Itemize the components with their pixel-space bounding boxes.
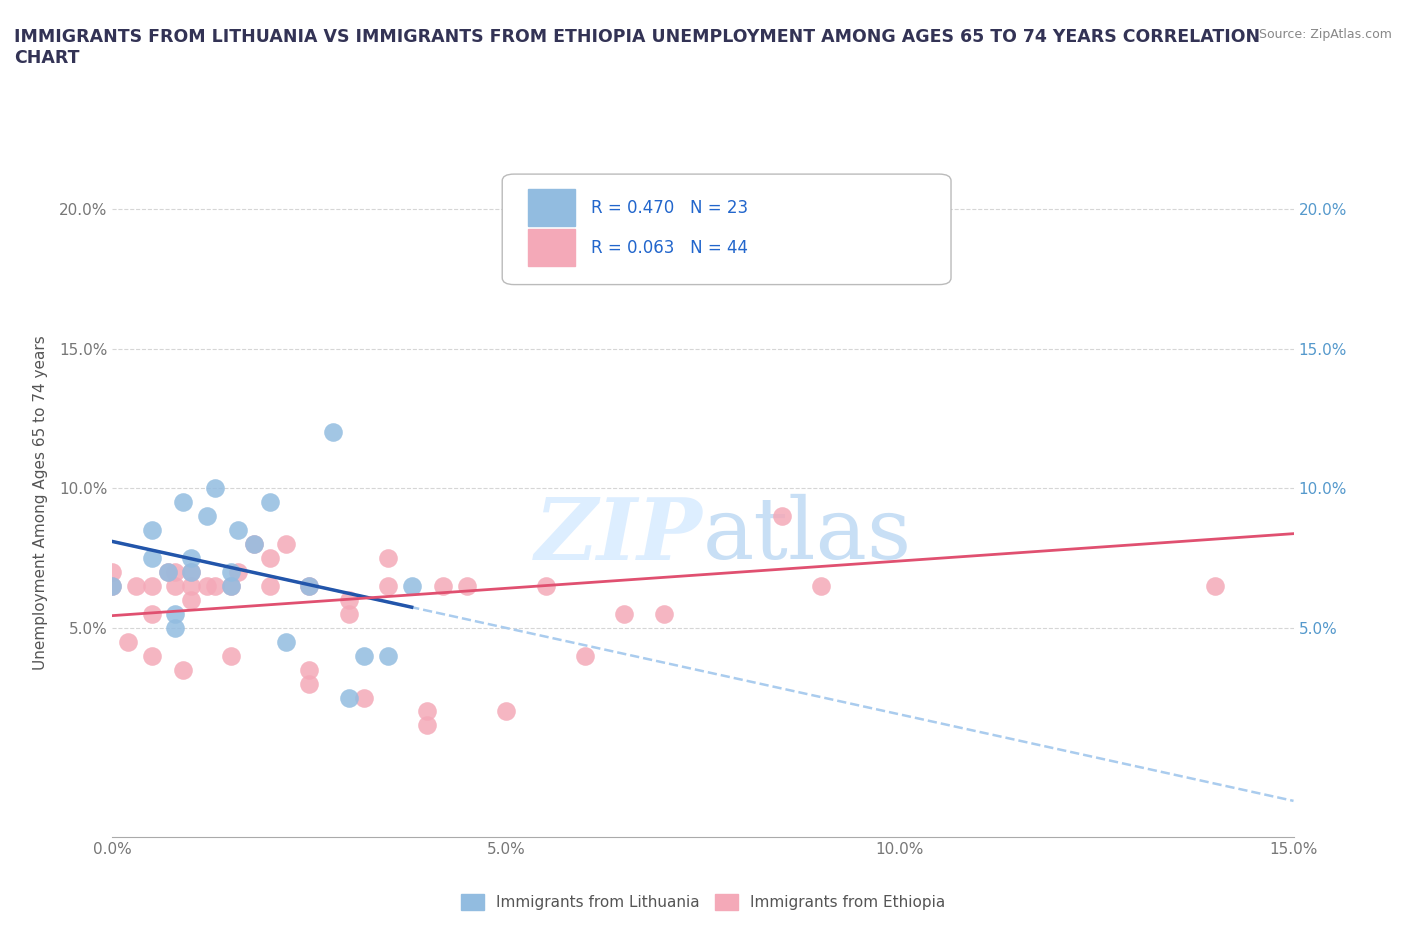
Point — [156, 565, 179, 579]
Point — [156, 565, 179, 579]
Bar — [529, 189, 575, 226]
Point — [337, 690, 360, 705]
Point — [219, 648, 242, 663]
Point — [180, 565, 202, 579]
Point — [219, 578, 242, 593]
Point — [165, 606, 187, 621]
Text: IMMIGRANTS FROM LITHUANIA VS IMMIGRANTS FROM ETHIOPIA UNEMPLOYMENT AMONG AGES 65: IMMIGRANTS FROM LITHUANIA VS IMMIGRANTS … — [14, 28, 1260, 67]
Text: ZIP: ZIP — [536, 494, 703, 578]
Point — [165, 578, 187, 593]
Text: atlas: atlas — [703, 494, 912, 578]
Point — [195, 509, 218, 524]
Point — [337, 606, 360, 621]
Point — [101, 578, 124, 593]
Point — [141, 606, 163, 621]
Point — [495, 704, 517, 719]
Point — [259, 495, 281, 510]
Point — [165, 620, 187, 635]
Point — [101, 565, 124, 579]
Point — [101, 578, 124, 593]
Point — [274, 634, 297, 649]
Legend: Immigrants from Lithuania, Immigrants from Ethiopia: Immigrants from Lithuania, Immigrants fr… — [454, 888, 952, 916]
Point — [195, 578, 218, 593]
Point — [243, 537, 266, 551]
Point — [534, 578, 557, 593]
Point — [274, 537, 297, 551]
Point — [298, 676, 321, 691]
Point — [172, 662, 194, 677]
Point — [204, 481, 226, 496]
Point — [574, 648, 596, 663]
Point — [416, 718, 439, 733]
Point — [353, 648, 375, 663]
Point — [219, 578, 242, 593]
Point — [652, 606, 675, 621]
Point — [180, 551, 202, 565]
Point — [298, 662, 321, 677]
Point — [416, 704, 439, 719]
Point — [172, 495, 194, 510]
Point — [141, 523, 163, 538]
Point — [243, 537, 266, 551]
Point — [219, 565, 242, 579]
Point — [810, 578, 832, 593]
Point — [259, 578, 281, 593]
Text: R = 0.063   N = 44: R = 0.063 N = 44 — [591, 239, 748, 257]
Point — [228, 565, 250, 579]
Point — [141, 578, 163, 593]
Point — [613, 606, 636, 621]
Point — [1204, 578, 1226, 593]
Point — [298, 578, 321, 593]
Point — [456, 578, 478, 593]
Point — [432, 578, 454, 593]
FancyBboxPatch shape — [502, 174, 950, 285]
Point — [228, 523, 250, 538]
Point — [259, 551, 281, 565]
Point — [165, 565, 187, 579]
Point — [180, 578, 202, 593]
Point — [770, 509, 793, 524]
Point — [337, 592, 360, 607]
Point — [141, 648, 163, 663]
Point — [117, 634, 139, 649]
Point — [180, 592, 202, 607]
Y-axis label: Unemployment Among Ages 65 to 74 years: Unemployment Among Ages 65 to 74 years — [34, 335, 48, 670]
Text: Source: ZipAtlas.com: Source: ZipAtlas.com — [1258, 28, 1392, 41]
Point — [401, 578, 423, 593]
Point — [298, 578, 321, 593]
Text: R = 0.470   N = 23: R = 0.470 N = 23 — [591, 199, 748, 217]
Point — [141, 551, 163, 565]
Point — [322, 425, 344, 440]
Point — [377, 648, 399, 663]
Point — [180, 565, 202, 579]
Point — [204, 578, 226, 593]
Point — [353, 690, 375, 705]
Point — [125, 578, 148, 593]
Point — [849, 258, 872, 272]
Bar — [529, 230, 575, 266]
Point — [377, 578, 399, 593]
Point — [377, 551, 399, 565]
